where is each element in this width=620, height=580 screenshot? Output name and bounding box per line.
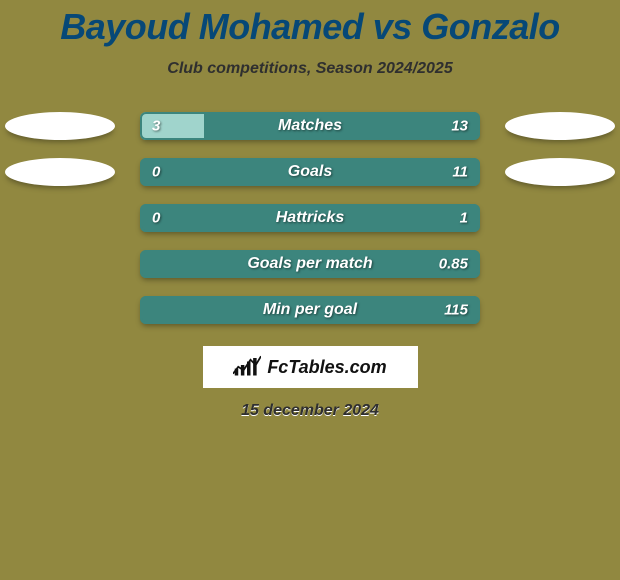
branding-text: FcTables.com <box>267 357 386 378</box>
player-ellipse-left <box>5 112 115 140</box>
chart-icon <box>233 354 261 381</box>
comparison-row: 011Goals <box>0 158 620 186</box>
stat-bar: 313Matches <box>140 112 480 140</box>
page-title: Bayoud Mohamed vs Gonzalo <box>60 6 560 48</box>
comparison-rows: 313Matches 011Goals 01Hattricks 0.85Goals p… <box>0 112 620 324</box>
comparison-row: 115Min per goal <box>0 296 620 324</box>
player-ellipse-left <box>5 158 115 186</box>
stat-bar: 115Min per goal <box>140 296 480 324</box>
player-ellipse-right <box>505 158 615 186</box>
stat-bar: 01Hattricks <box>140 204 480 232</box>
player-ellipse-right <box>505 112 615 140</box>
comparison-row: 01Hattricks <box>0 204 620 232</box>
metric-label: Hattricks <box>140 209 480 227</box>
comparison-row: 0.85Goals per match <box>0 250 620 278</box>
metric-label: Matches <box>140 117 480 135</box>
metric-label: Goals per match <box>140 255 480 273</box>
branding: FcTables.com <box>203 346 418 388</box>
metric-label: Goals <box>140 163 480 181</box>
stat-bar: 011Goals <box>140 158 480 186</box>
comparison-row: 313Matches <box>0 112 620 140</box>
subtitle: Club competitions, Season 2024/2025 <box>167 60 452 78</box>
date: 15 december 2024 <box>241 402 379 420</box>
metric-label: Min per goal <box>140 301 480 319</box>
stat-bar: 0.85Goals per match <box>140 250 480 278</box>
